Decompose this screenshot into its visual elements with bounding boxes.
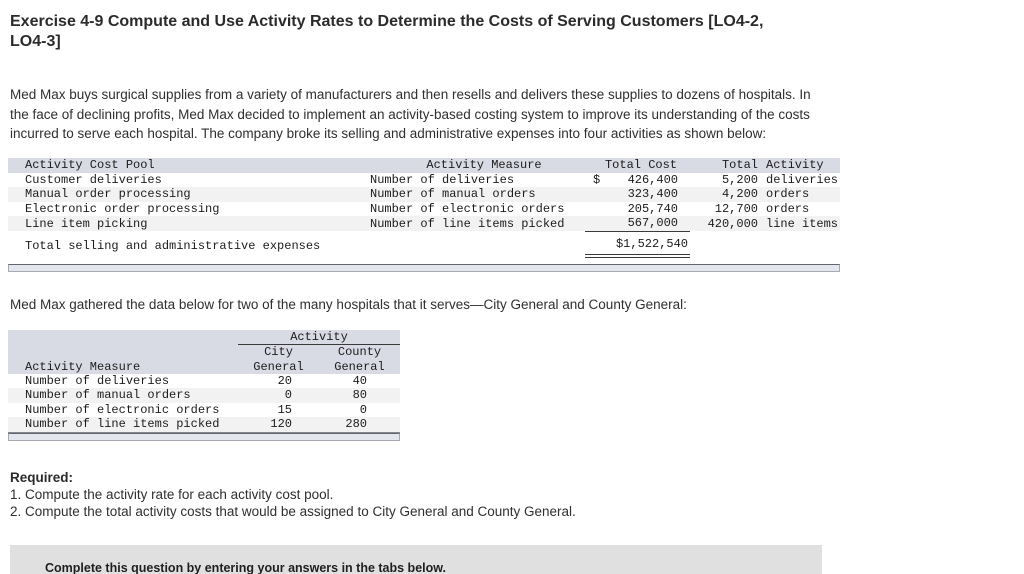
measure-cell: Number of manual orders [353,187,585,202]
city-value: 120 [238,417,319,433]
currency-symbol: $ [593,172,601,187]
cost-value: 205,740 [627,201,678,216]
intro-line: incurred to serve each hospital. The com… [10,126,767,141]
header-county-line2: General [319,359,400,374]
gathered-paragraph: Med Max gathered the data below for two … [10,297,687,312]
table-row: Line item picking Number of line items p… [8,216,840,232]
sub-header-row-2: Activity Measure General General [8,359,400,374]
measure-cell: Number of electronic orders [370,201,565,216]
table-scrollbar-track [8,264,840,272]
table-row: Number of manual orders 0 80 [8,388,400,403]
total-row: Total selling and administrative expense… [8,231,840,258]
table-row: Number of line items picked 120 280 [8,417,400,433]
header-total-activity-word1: Total [690,157,758,173]
unit-cell: orders [758,187,840,202]
required-heading: Required: [10,469,74,485]
intro-line: Med Max buys surgical supplies from a va… [10,87,811,102]
pool-cell: Manual order processing [8,187,353,202]
hospital-activity-table: Activity City County Activity Measure Ge… [8,330,1014,441]
instruction-banner: Complete this question by entering your … [10,544,822,574]
page-title-line1: Exercise 4-9 Compute and Use Activity Ra… [10,13,764,30]
header-activity-measure: Activity Measure [8,359,238,374]
measure-cell: Number of deliveries [370,172,515,187]
instruction-banner-text: Complete this question by entering your … [45,560,446,574]
group-header-row: Activity [8,330,400,346]
pool-cell: Electronic order processing [25,201,220,216]
city-value: 15 [277,402,292,417]
cost-value: 426,400 [627,172,678,187]
qty-cell: 420,000 [690,216,758,231]
header-activity-group: Activity [238,330,400,346]
cost-value: 323,400 [627,187,678,201]
table-row: Number of deliveries 20 40 [8,374,400,389]
page-title-line2: LO4-3] [10,33,61,50]
header-city-line1: City [238,344,319,360]
cost-value: 567,000 [627,216,678,230]
county-value: 280 [319,417,400,433]
measure-cell: Number of deliveries [25,373,170,388]
table-row: Number of electronic orders 15 0 [8,403,400,418]
qty-cell: 12,700 [714,201,758,216]
required-item-2: 2. Compute the total activity costs that… [10,504,576,520]
header-county-line1: County [319,344,400,360]
header-total-activity-word2: Activity [758,157,840,173]
cost-cell: $426,400 [585,173,690,188]
required-section: Required: 1. Compute the activity rate f… [10,469,1014,521]
activity-cost-pool-grid: Activity Cost Pool Activity Measure Tota… [8,157,840,258]
unit-cell: line items [758,216,840,231]
page-title: Exercise 4-9 Compute and Use Activity Ra… [10,12,1014,52]
cost-cell-underlined: 567,000 [585,216,690,232]
table-scrollbar-track [8,432,400,441]
city-value: 0 [238,388,319,403]
table-header-row: Activity Cost Pool Activity Measure Tota… [8,157,840,173]
exercise-page: Exercise 4-9 Compute and Use Activity Ra… [0,12,1024,574]
table-row: Customer deliveries Number of deliveries… [8,173,840,188]
cost-cell: 323,400 [585,187,690,202]
table-row: Electronic order processing Number of el… [8,202,840,217]
intro-paragraph: Med Max buys surgical supplies from a va… [10,85,1014,144]
header-city-line2: General [238,359,319,374]
total-value: $1,522,540 [585,231,690,258]
activity-cost-pool-table: Activity Cost Pool Activity Measure Tota… [8,157,1014,272]
intro-line: the face of declining profits, Med Max d… [10,106,810,122]
city-value: 20 [277,373,292,388]
required-item-1: 1. Compute the activity rate for each ac… [10,486,334,502]
sub-header-row-1: City County [8,344,400,360]
county-value: 80 [319,388,400,403]
measure-cell: Number of manual orders [8,388,238,403]
qty-cell: 5,200 [721,172,758,187]
header-activity-measure: Activity Measure [353,157,585,173]
cost-cell: 205,740 [585,202,690,217]
pool-cell: Line item picking [8,216,353,231]
measure-cell: Number of line items picked [353,216,585,231]
pool-cell: Customer deliveries [25,172,162,187]
table-row: Manual order processing Number of manual… [8,187,840,202]
total-label: Total selling and administrative expense… [25,238,321,253]
hospital-activity-grid: Activity City County Activity Measure Ge… [8,330,400,433]
unit-cell: deliveries [766,172,839,187]
qty-cell: 4,200 [690,187,758,202]
measure-cell: Number of electronic orders [25,402,220,417]
measure-cell: Number of line items picked [8,417,238,433]
county-value: 0 [359,402,367,417]
county-value: 40 [352,373,367,388]
header-activity-cost-pool: Activity Cost Pool [8,157,353,173]
unit-cell: orders [766,201,810,216]
header-total-cost: Total Cost [585,157,690,173]
